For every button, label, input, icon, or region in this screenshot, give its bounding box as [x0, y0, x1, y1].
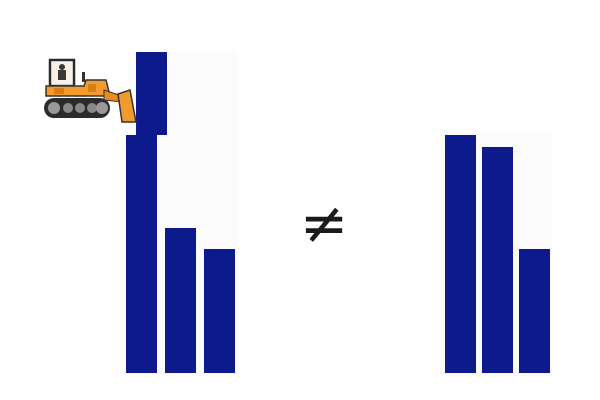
bulldozer-icon [44, 58, 137, 123]
right-bar-1 [445, 135, 476, 373]
right-bar-3 [519, 249, 550, 373]
left-bar-2 [165, 228, 196, 373]
displaced-block [136, 52, 167, 135]
left-bar-1 [126, 135, 157, 373]
right-bar-2 [482, 147, 513, 373]
left-bar-group [126, 52, 235, 373]
right-bar-group [445, 135, 550, 373]
left-bar-3 [204, 249, 235, 373]
not-equal-symbol: ≠ [299, 189, 349, 257]
